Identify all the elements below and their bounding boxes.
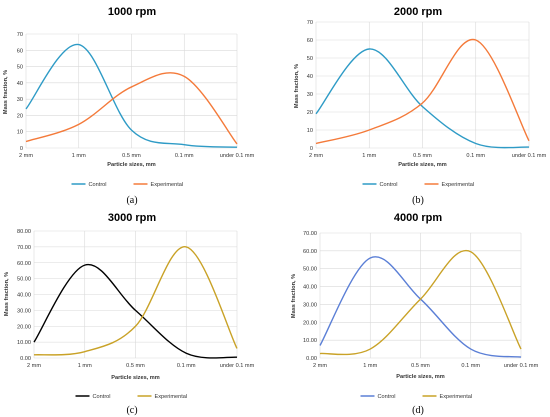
x-tick-label: 0.5 mm <box>411 363 430 369</box>
y-tick-label: 40.00 <box>303 285 317 291</box>
y-axis-label: Mass fraction, % <box>294 64 300 108</box>
x-tick-label: 2 mm <box>27 363 41 369</box>
y-tick-label: 20 <box>17 113 23 119</box>
y-axis-label: Mass fraction, % <box>291 274 297 318</box>
y-tick-label: 0 <box>20 146 23 152</box>
legend: Control Experimental <box>75 394 188 400</box>
chart-title: 3000 rpm <box>108 212 157 224</box>
x-axis-label: Particle sizes, mm <box>107 162 156 168</box>
y-tick-label: 0.00 <box>20 356 31 362</box>
x-tick-label: under 0.1 mm <box>220 153 255 159</box>
legend-label: Experimental <box>155 394 188 400</box>
y-tick-label: 40 <box>307 74 313 80</box>
x-tick-label: 1 mm <box>78 363 92 369</box>
y-tick-label: 50 <box>307 56 313 62</box>
panel-label: (c) <box>126 405 137 416</box>
y-tick-label: 50 <box>17 65 23 71</box>
x-axis-label: Particle sizes, mm <box>111 375 160 381</box>
y-tick-label: 60.00 <box>303 249 317 255</box>
legend-label: Control <box>380 182 398 188</box>
y-tick-label: 20.00 <box>17 324 31 330</box>
legend-label: Experimental <box>440 394 473 400</box>
x-tick-label: 0.1 mm <box>175 153 194 159</box>
series-line <box>33 264 238 359</box>
y-tick-label: 80.00 <box>17 229 31 235</box>
y-tick-label: 50.00 <box>17 277 31 283</box>
y-tick-label: 0.00 <box>306 356 317 362</box>
series-line <box>25 43 238 148</box>
y-tick-label: 20 <box>307 110 313 116</box>
y-tick-label: 10.00 <box>17 340 31 346</box>
x-tick-label: under 0.1 mm <box>512 153 547 159</box>
x-tick-label: under 0.1 mm <box>504 363 539 369</box>
y-axis-label: Mass fraction, % <box>4 272 10 316</box>
y-tick-label: 40.00 <box>17 293 31 299</box>
y-tick-label: 40 <box>17 81 23 87</box>
legend-label: Control <box>89 182 107 188</box>
y-tick-label: 70 <box>307 20 313 26</box>
chart-panel: 3000 rpm 0.00 10.00 20.00 30.00 40.00 50.00 60.… <box>4 212 255 416</box>
x-tick-label: under 0.1 mm <box>220 363 255 369</box>
y-tick-label: 60 <box>307 38 313 44</box>
y-tick-label: 50.00 <box>303 267 317 273</box>
x-tick-label: 0.1 mm <box>177 363 196 369</box>
x-tick-label: 0.1 mm <box>461 363 480 369</box>
legend-label: Experimental <box>442 182 475 188</box>
chart-title: 1000 rpm <box>108 6 157 18</box>
series-line <box>33 246 238 356</box>
panel-label: (d) <box>412 405 424 416</box>
y-tick-label: 10.00 <box>303 338 317 344</box>
legend: Control Experimental <box>362 182 475 188</box>
legend: Control Experimental <box>71 182 184 188</box>
y-tick-label: 30 <box>307 92 313 98</box>
x-tick-label: 0.5 mm <box>413 153 432 159</box>
y-tick-label: 30.00 <box>17 308 31 314</box>
series-line <box>315 48 530 149</box>
x-tick-label: 0.5 mm <box>126 363 145 369</box>
legend-label: Control <box>378 394 396 400</box>
x-tick-label: 2 mm <box>19 153 33 159</box>
y-tick-label: 0 <box>310 146 313 152</box>
legend: Control Experimental <box>360 394 473 400</box>
chart-panel: 4000 rpm 0.00 10.00 20.00 30.00 40.00 50.00 60.… <box>291 212 539 416</box>
x-tick-label: 1 mm <box>362 153 376 159</box>
y-tick-label: 70 <box>17 32 23 38</box>
chart-panel: 2000 rpm 0 10 20 30 40 50 60 70 2 mm 1 mm 0.5 mm 0.1… <box>294 6 547 206</box>
legend-label: Experimental <box>151 182 184 188</box>
x-tick-label: 0.5 mm <box>122 153 141 159</box>
y-tick-label: 30 <box>17 97 23 103</box>
y-tick-label: 20.00 <box>303 320 317 326</box>
series-line <box>315 39 530 145</box>
y-tick-label: 10 <box>17 130 23 136</box>
y-tick-label: 30.00 <box>303 302 317 308</box>
panel-label: (a) <box>126 195 137 206</box>
series-line <box>25 72 238 145</box>
x-tick-label: 2 mm <box>313 363 327 369</box>
y-tick-label: 60 <box>17 48 23 54</box>
legend-label: Control <box>93 394 111 400</box>
x-axis-label: Particle sizes, mm <box>396 374 445 380</box>
y-tick-label: 70.00 <box>303 231 317 237</box>
chart-panel: 1000 rpm 0 10 20 30 40 50 60 70 2 mm 1 mm 0.5 mm 0.1… <box>3 6 255 206</box>
x-tick-label: 1 mm <box>363 363 377 369</box>
chart-title: 2000 rpm <box>394 6 443 18</box>
series-line <box>319 249 522 356</box>
x-tick-label: 1 mm <box>72 153 86 159</box>
x-tick-label: 2 mm <box>309 153 323 159</box>
chart-title: 4000 rpm <box>394 212 443 224</box>
y-tick-label: 60.00 <box>17 261 31 267</box>
panel-label: (b) <box>412 195 424 206</box>
y-tick-label: 70.00 <box>17 245 31 251</box>
x-tick-label: 0.1 mm <box>466 153 485 159</box>
y-axis-label: Mass fraction, % <box>3 70 9 114</box>
x-axis-label: Particle sizes, mm <box>398 162 447 168</box>
y-tick-label: 10 <box>307 128 313 134</box>
series-line <box>319 256 522 358</box>
